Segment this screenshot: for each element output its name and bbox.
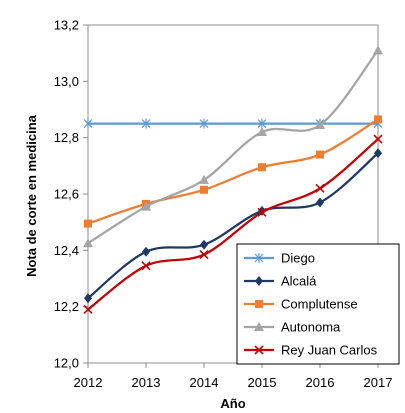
y-tick-label: 12,0 <box>54 356 79 371</box>
data-point-rey-juan-carlos <box>315 183 325 193</box>
x-tick-label: 2014 <box>190 375 219 390</box>
x-tick-label: 2017 <box>364 375 393 390</box>
data-point-autonoma <box>257 127 267 137</box>
series-autonoma <box>83 45 383 248</box>
y-axis-label: Nota de corte en medicina <box>24 114 39 277</box>
y-tick-label: 12,8 <box>54 130 79 145</box>
legend-label: Complutense <box>281 297 358 312</box>
data-point-rey-juan-carlos <box>373 134 383 144</box>
data-point-autonoma <box>141 201 151 211</box>
data-point-rey-juan-carlos <box>141 261 151 271</box>
data-point-diego <box>141 118 151 129</box>
data-point-complutense <box>374 115 382 124</box>
data-point-autonoma <box>315 119 325 129</box>
data-point-rey-juan-carlos <box>257 207 267 217</box>
y-tick-label: 12,2 <box>54 299 79 314</box>
legend-label: Alcalá <box>281 274 317 289</box>
x-tick-label: 2013 <box>132 375 161 390</box>
data-point-autonoma <box>373 45 383 55</box>
x-tick-label: 2012 <box>74 375 103 390</box>
data-point-alcal- <box>316 197 324 208</box>
data-point-rey-juan-carlos <box>83 304 93 315</box>
data-point-alcal- <box>200 239 208 250</box>
data-point-complutense <box>258 163 266 172</box>
legend-item-rey-juan-carlos: Rey Juan Carlos <box>244 343 378 358</box>
legend-marker <box>255 276 263 286</box>
legend-label: Autonoma <box>281 320 341 335</box>
y-tick-label: 13,2 <box>54 18 79 33</box>
data-point-alcal- <box>374 148 382 159</box>
y-axis-ticks: 12,0 12,2 12,4 12,6 12,8 13,0 13,2 <box>54 18 88 371</box>
data-point-diego <box>83 118 93 129</box>
plot-area <box>87 24 379 364</box>
series-line-autonoma <box>87 49 379 245</box>
legend-item-alcal-: Alcalá <box>244 274 317 289</box>
legend-marker <box>254 345 264 355</box>
data-point-alcal- <box>84 293 92 304</box>
y-tick-label: 12,4 <box>54 243 79 258</box>
legend-item-autonoma: Autonoma <box>244 320 341 335</box>
y-tick-label: 12,6 <box>54 187 79 202</box>
data-point-complutense <box>84 219 92 228</box>
legend: Diego Alcalá Complutense Autonoma Rey Juan C… <box>236 243 400 365</box>
x-tick-label: 2015 <box>248 375 277 390</box>
data-point-autonoma <box>83 238 93 248</box>
x-axis-label: Año <box>220 396 245 411</box>
data-point-alcal- <box>142 246 150 257</box>
series-line-alcal- <box>87 152 379 300</box>
data-point-autonoma <box>199 174 209 184</box>
legend-marker <box>255 300 263 308</box>
legend-item-diego: Diego <box>244 251 315 266</box>
legend-label: Rey Juan Carlos <box>281 343 378 358</box>
x-axis-ticks: 2012 2013 2014 2015 2016 2017 <box>74 363 393 390</box>
data-point-rey-juan-carlos <box>199 249 209 260</box>
legend-marker <box>254 322 264 331</box>
legend-label: Diego <box>281 251 315 266</box>
series-rey-juan-carlos <box>83 134 383 315</box>
data-point-diego <box>199 118 209 129</box>
series-line-rey-juan-carlos <box>87 138 379 311</box>
data-point-complutense <box>316 150 324 159</box>
series-layer <box>83 45 383 315</box>
x-tick-label: 2016 <box>306 375 335 390</box>
legend-item-complutense: Complutense <box>244 297 358 312</box>
series-line-complutense <box>87 118 379 225</box>
series-diego <box>83 118 383 129</box>
data-point-diego <box>257 118 267 129</box>
series-complutense <box>84 115 382 228</box>
y-tick-label: 13,0 <box>54 74 79 89</box>
data-point-complutense <box>200 185 208 194</box>
legend-marker <box>254 253 264 263</box>
